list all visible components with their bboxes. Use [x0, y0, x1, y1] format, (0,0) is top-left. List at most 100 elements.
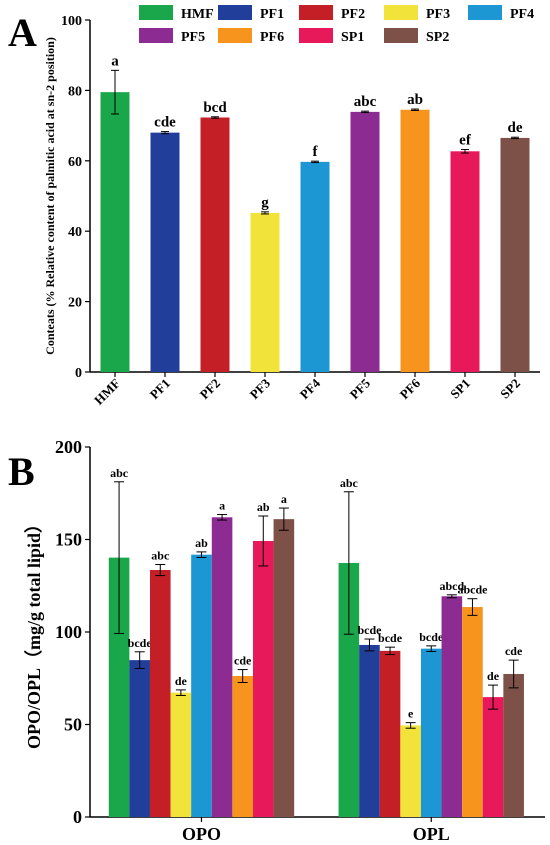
bar-opo-pf4 [191, 554, 212, 817]
x-tick-label-pf6: PF6 [397, 375, 424, 402]
panel-a-label: A [8, 10, 37, 55]
bar-opo-pf5 [211, 517, 233, 817]
y-tick-label-a: 0 [75, 366, 82, 381]
bar-opo-sp1 [252, 540, 274, 817]
bar-opl-sp1 [482, 697, 504, 817]
bar-sp2 [500, 137, 530, 372]
bar-pf3 [250, 212, 280, 372]
sig-letter-opo-sp1: ab [257, 500, 270, 514]
bar-opo-pf3 [170, 692, 192, 817]
sig-letter-sp2: de [508, 120, 523, 136]
sig-letter-opo-pf5: a [219, 499, 225, 513]
y-tick-label-a: 20 [68, 296, 82, 311]
legend-label-pf6: PF6 [260, 30, 284, 45]
sig-letter-opo-pf1: bcde [128, 636, 153, 650]
bar-opo-pf2 [149, 570, 171, 817]
legend-swatch-pf6 [218, 28, 252, 43]
legend-label-hmf: HMF [181, 7, 214, 22]
x-tick-label-opl: OPL [413, 824, 450, 844]
bar-hmf [100, 92, 130, 372]
bar-pf2 [200, 117, 230, 372]
sig-letter-sp1: ef [459, 133, 472, 149]
bar-opl-pf3 [400, 725, 421, 817]
legend-label-pf4: PF4 [510, 7, 534, 22]
bar-opl-hmf [338, 562, 360, 817]
x-tick-label-pf1: PF1 [147, 376, 173, 402]
x-tick-label-sp1: SP1 [447, 376, 473, 402]
sig-letter-opo-pf2: abc [151, 548, 170, 562]
sig-letter-opo-hmf: abc [110, 466, 129, 480]
y-axis-title-b: OPO/OPL（mg/g total lipid） [24, 515, 44, 749]
legend-swatch-hmf [139, 5, 173, 20]
x-tick-label-sp2: SP2 [497, 376, 523, 402]
x-tick-label-pf3: PF3 [247, 375, 274, 402]
x-tick-label-opo: OPO [182, 824, 221, 844]
bar-pf5 [350, 111, 380, 372]
legend-swatch-pf2 [299, 5, 333, 20]
y-tick-label-a: 80 [68, 84, 82, 99]
sig-letter-opl-pf1: bcde [357, 623, 382, 637]
sig-letter-opl-hmf: abc [340, 476, 359, 490]
sig-letter-opl-pf6: abcde [457, 583, 488, 597]
bar-opo-pf1 [129, 660, 150, 817]
sig-letter-opl-pf3: e [408, 707, 414, 721]
sig-letter-opl-sp1: de [487, 669, 500, 683]
y-tick-label-a: 60 [68, 155, 82, 170]
legend-label-sp1: SP1 [341, 30, 364, 45]
panel-b-label: B [8, 449, 35, 494]
y-axis-title-a: Conteats (% Relative content of palmitic… [43, 37, 57, 355]
bar-opo-sp2 [273, 519, 295, 817]
legend-swatch-pf1 [218, 5, 252, 20]
legend-label-pf2: PF2 [341, 7, 365, 22]
bar-pf1 [150, 132, 180, 372]
y-tick-label-a: 100 [61, 14, 82, 29]
legend-swatch-pf5 [139, 28, 173, 43]
bar-opl-pf5 [441, 596, 463, 817]
bar-opo-hmf [108, 557, 130, 817]
y-tick-label-b: 100 [55, 622, 82, 642]
sig-letter-opo-pf6: cde [234, 654, 252, 668]
sig-letter-hmf: a [111, 53, 119, 69]
bar-opl-pf6 [462, 607, 483, 817]
bar-opl-pf2 [379, 650, 401, 817]
x-tick-label-pf2: PF2 [197, 376, 223, 402]
legend-swatch-sp2 [384, 28, 418, 43]
y-tick-label-b: 50 [64, 715, 82, 735]
legend-label-pf5: PF5 [181, 30, 205, 45]
sig-letter-opo-pf3: de [175, 674, 188, 688]
sig-letter-pf5: abc [354, 94, 377, 110]
legend-swatch-sp1 [299, 28, 333, 43]
y-tick-label-b: 0 [73, 807, 82, 827]
x-tick-label-pf5: PF5 [347, 375, 374, 402]
bar-opl-pf1 [359, 644, 380, 817]
legend-swatch-pf4 [468, 5, 502, 20]
y-tick-label-a: 40 [68, 225, 82, 240]
sig-letter-pf3: g [261, 195, 269, 211]
bar-opl-pf4 [420, 648, 442, 817]
legend-label-sp2: SP2 [426, 30, 449, 45]
y-tick-label-b: 150 [55, 530, 82, 550]
chart-a: 0 20 40 60 80 100 Conteats (% Relative content… [43, 5, 540, 408]
y-tick-label-b: 200 [55, 437, 82, 457]
bar-opo-pf6 [232, 676, 253, 817]
sig-letter-pf4: f [313, 144, 319, 160]
legend-label-pf1: PF1 [260, 7, 284, 22]
x-tick-label-pf4: PF4 [297, 375, 324, 402]
sig-letter-opl-pf2: bcde [378, 631, 403, 645]
sig-letter-opl-pf5: abcd [440, 579, 465, 593]
sig-letter-opo-sp2: a [281, 492, 287, 506]
sig-letter-opo-pf4: ab [195, 536, 208, 550]
x-tick-label-hmf: HMF [91, 375, 123, 407]
bar-pf4 [300, 161, 330, 372]
legend-swatch-pf3 [384, 5, 418, 20]
sig-letter-pf6: ab [407, 92, 423, 108]
sig-letter-opl-sp2: cde [505, 644, 523, 658]
sig-letter-opl-pf4: bcde [419, 630, 444, 644]
sig-letter-pf2: bcd [203, 100, 227, 116]
bar-pf6 [400, 109, 430, 372]
legend-label-pf3: PF3 [426, 7, 450, 22]
sig-letter-pf1: cde [154, 115, 176, 131]
bar-sp1 [450, 151, 480, 372]
